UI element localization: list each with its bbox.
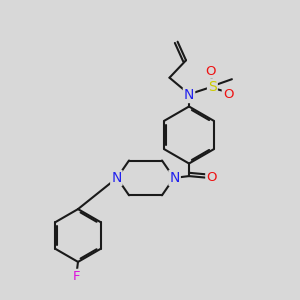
- Text: O: O: [206, 64, 216, 78]
- Text: F: F: [73, 270, 80, 283]
- Text: N: N: [184, 88, 194, 102]
- Text: S: S: [208, 80, 217, 94]
- Text: O: O: [206, 171, 217, 184]
- Text: N: N: [169, 171, 180, 185]
- Text: N: N: [111, 171, 122, 185]
- Text: O: O: [223, 88, 233, 101]
